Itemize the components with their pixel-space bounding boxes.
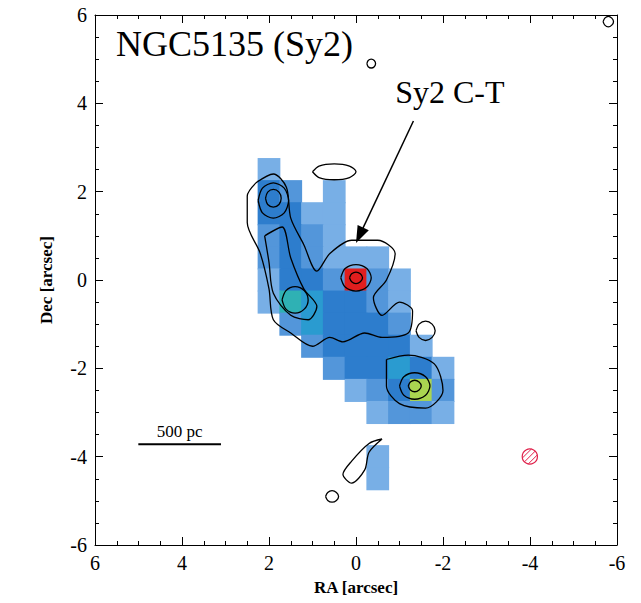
svg-text:500 pc: 500 pc xyxy=(157,422,203,441)
svg-text:-6: -6 xyxy=(609,552,626,574)
svg-text:Sy2 C-T: Sy2 C-T xyxy=(395,74,505,110)
svg-text:2: 2 xyxy=(77,181,87,203)
svg-text:-6: -6 xyxy=(70,534,87,556)
svg-text:-2: -2 xyxy=(435,552,452,574)
svg-text:Dec [arcsec]: Dec [arcsec] xyxy=(37,236,56,324)
svg-text:RA [arcsec]: RA [arcsec] xyxy=(314,578,398,597)
svg-text:0: 0 xyxy=(351,552,361,574)
svg-text:4: 4 xyxy=(177,552,187,574)
svg-text:-4: -4 xyxy=(522,552,539,574)
svg-text:-4: -4 xyxy=(70,446,87,468)
svg-text:NGC5135 (Sy2): NGC5135 (Sy2) xyxy=(116,24,353,64)
svg-text:-2: -2 xyxy=(70,357,87,379)
svg-text:4: 4 xyxy=(77,92,87,114)
svg-text:6: 6 xyxy=(77,4,87,26)
svg-text:6: 6 xyxy=(90,552,100,574)
svg-text:2: 2 xyxy=(264,552,274,574)
svg-text:0: 0 xyxy=(77,269,87,291)
